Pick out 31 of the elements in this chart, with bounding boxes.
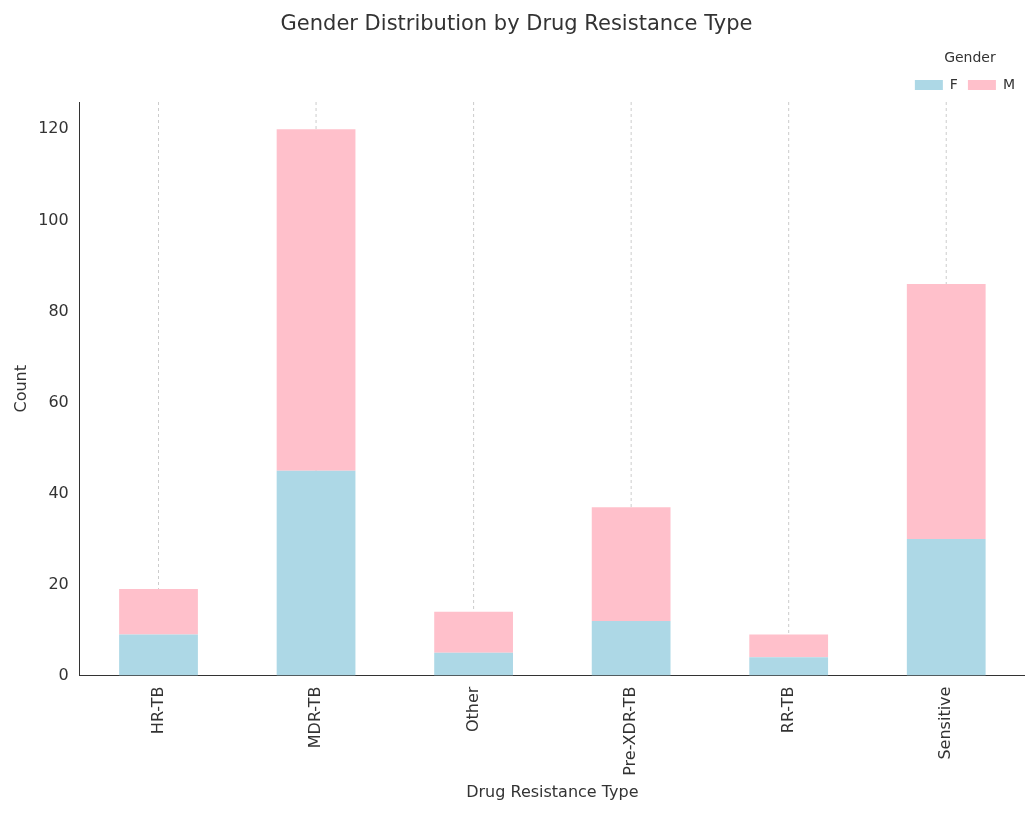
bar (906, 539, 986, 676)
y-tick-label: 80 (48, 300, 69, 320)
y-tick-label: 40 (48, 482, 69, 502)
bar (434, 652, 513, 676)
y-tick-label: 20 (48, 573, 69, 593)
legend-label: M (1002, 75, 1016, 92)
x-tick-label: Sensitive (935, 686, 955, 760)
bar (119, 634, 198, 676)
y-axis-title: Count (10, 365, 30, 413)
x-tick-label: MDR-TB (305, 686, 325, 749)
legend-label: F (949, 75, 958, 92)
x-tick-label: Other (462, 686, 482, 733)
x-tick-label: Pre-XDR-TB (620, 686, 640, 776)
bar (591, 620, 671, 676)
y-tick-label: 60 (48, 391, 69, 411)
y-tick-label: 100 (38, 209, 69, 229)
chart-title: Gender Distribution by Drug Resistance Type (280, 11, 753, 36)
bar (749, 657, 829, 676)
legend-title: Gender (944, 48, 996, 65)
bar (434, 611, 513, 653)
bar (749, 634, 829, 658)
bar (276, 470, 356, 676)
x-axis-title: Drug Resistance Type (466, 781, 639, 801)
y-tick-label: 120 (38, 118, 69, 138)
bar (119, 589, 198, 635)
x-tick-label: RR-TB (777, 686, 797, 734)
bar (906, 284, 986, 540)
bar (591, 507, 671, 621)
x-tick-label: HR-TB (147, 686, 167, 735)
bar (276, 129, 356, 471)
y-tick-label: 0 (58, 664, 69, 684)
